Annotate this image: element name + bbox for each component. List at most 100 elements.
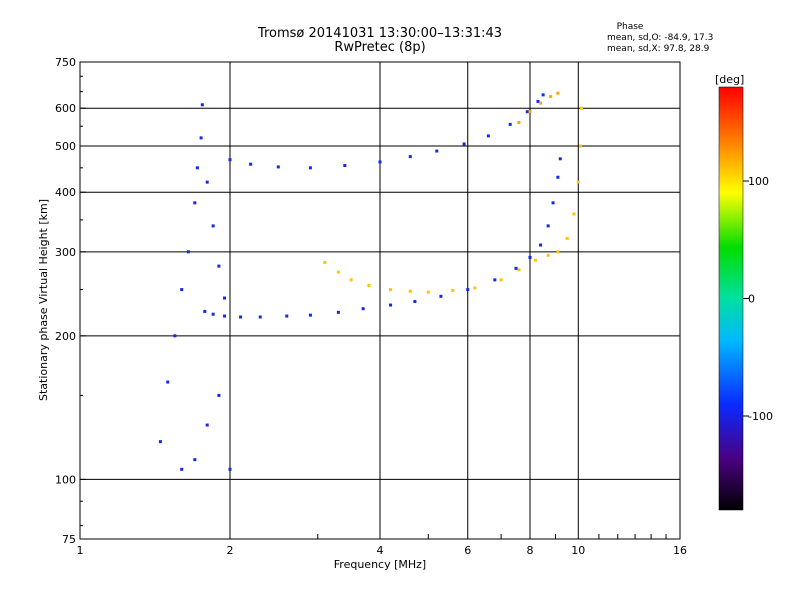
x-axis: 1 2 4 6 8 10 16 <box>77 534 687 557</box>
data-point <box>536 99 540 103</box>
data-point <box>323 260 327 264</box>
data-point <box>565 236 569 240</box>
data-point <box>493 278 497 282</box>
data-point <box>435 149 439 153</box>
data-point <box>217 264 221 268</box>
data-point <box>499 278 503 282</box>
data-point <box>539 243 543 247</box>
chart-title-line-2: RwPretec (8p) <box>334 40 426 55</box>
data-point <box>462 142 466 146</box>
data-point <box>408 289 412 293</box>
data-point <box>308 166 312 170</box>
data-point <box>367 283 371 287</box>
data-point <box>549 94 553 98</box>
data-point <box>517 268 521 272</box>
data-point <box>276 165 280 169</box>
data-point <box>308 313 312 317</box>
phase-stats-title: Phase <box>616 22 644 32</box>
data-point <box>389 303 393 307</box>
data-point <box>546 224 550 228</box>
colorbar-label: [deg] <box>715 73 744 86</box>
x-tick-label: 8 <box>527 544 534 557</box>
data-point <box>361 307 365 311</box>
colorbar-tick-label: 100 <box>748 175 769 188</box>
data-point <box>539 101 543 105</box>
data-point <box>200 103 204 107</box>
data-point <box>578 144 582 148</box>
data-point <box>228 158 232 162</box>
x-tick-label: 4 <box>377 544 384 557</box>
data-point <box>258 315 262 319</box>
phase-stats-o-mode: mean, sd,O: -84.9, 17.3 <box>607 33 714 43</box>
x-tick-label: 6 <box>464 544 471 557</box>
data-point <box>211 312 215 316</box>
data-point <box>525 110 529 114</box>
x-tick-label: 2 <box>227 544 234 557</box>
data-point <box>166 380 170 384</box>
data-point <box>486 134 490 138</box>
data-point <box>211 224 215 228</box>
data-point <box>439 294 443 298</box>
data-point <box>195 166 199 170</box>
data-point <box>223 314 227 318</box>
data-point <box>556 91 560 95</box>
data-point <box>580 106 584 110</box>
data-point <box>508 122 512 126</box>
data-point <box>249 162 253 166</box>
data-point <box>389 288 393 292</box>
data-point <box>336 310 340 314</box>
data-point <box>514 266 518 270</box>
plot-frame <box>79 61 681 540</box>
data-point <box>572 212 576 216</box>
colorbar-ticks: 100 0 -100 <box>743 175 773 423</box>
data-point <box>203 309 207 313</box>
data-points <box>158 91 584 471</box>
chart-title-line-1: Tromsø 20141031 13:30:00–13:31:43 <box>257 26 503 41</box>
data-point <box>528 110 532 114</box>
y-axis-label: Stationary phase Virtual Height [km] <box>37 199 50 401</box>
data-point <box>378 160 382 164</box>
x-tick-label: 10 <box>571 544 585 557</box>
data-point <box>180 467 184 471</box>
colorbar-tick-label: -100 <box>748 410 773 423</box>
data-point <box>173 334 177 338</box>
data-point <box>466 288 470 292</box>
data-point <box>205 423 209 427</box>
y-tick-label: 600 <box>55 102 76 115</box>
y-tick-label: 500 <box>55 140 76 153</box>
data-point <box>205 180 209 184</box>
data-point <box>239 315 243 319</box>
data-point <box>193 201 197 205</box>
data-point <box>556 250 560 254</box>
data-point <box>349 278 353 282</box>
y-tick-label: 100 <box>55 473 76 486</box>
data-point <box>546 253 550 257</box>
data-point <box>551 201 555 205</box>
data-point <box>199 136 203 140</box>
y-tick-label: 400 <box>55 186 76 199</box>
data-point <box>473 286 477 290</box>
data-point <box>223 296 227 300</box>
y-axis: 75 100 200 300 400 500 600 750 <box>55 56 86 546</box>
colorbar <box>718 86 744 511</box>
data-point <box>408 155 412 159</box>
data-point <box>217 393 221 397</box>
data-point <box>285 314 289 318</box>
data-point <box>426 290 430 294</box>
data-point <box>186 250 190 254</box>
phase-stats-x-mode: mean, sd,X: 97.8, 28.9 <box>607 44 710 54</box>
y-tick-label: 300 <box>55 246 76 259</box>
data-point <box>228 467 232 471</box>
data-point <box>556 175 560 179</box>
y-tick-label: 200 <box>55 330 76 343</box>
y-tick-label: 750 <box>55 56 76 69</box>
x-tick-label: 1 <box>77 544 84 557</box>
data-point <box>193 458 197 462</box>
data-point <box>541 93 545 97</box>
colorbar-tick-label: 0 <box>748 293 755 306</box>
data-point <box>158 440 162 444</box>
data-point <box>533 258 537 262</box>
x-axis-label: Frequency [MHz] <box>334 558 426 571</box>
data-point <box>517 121 521 125</box>
